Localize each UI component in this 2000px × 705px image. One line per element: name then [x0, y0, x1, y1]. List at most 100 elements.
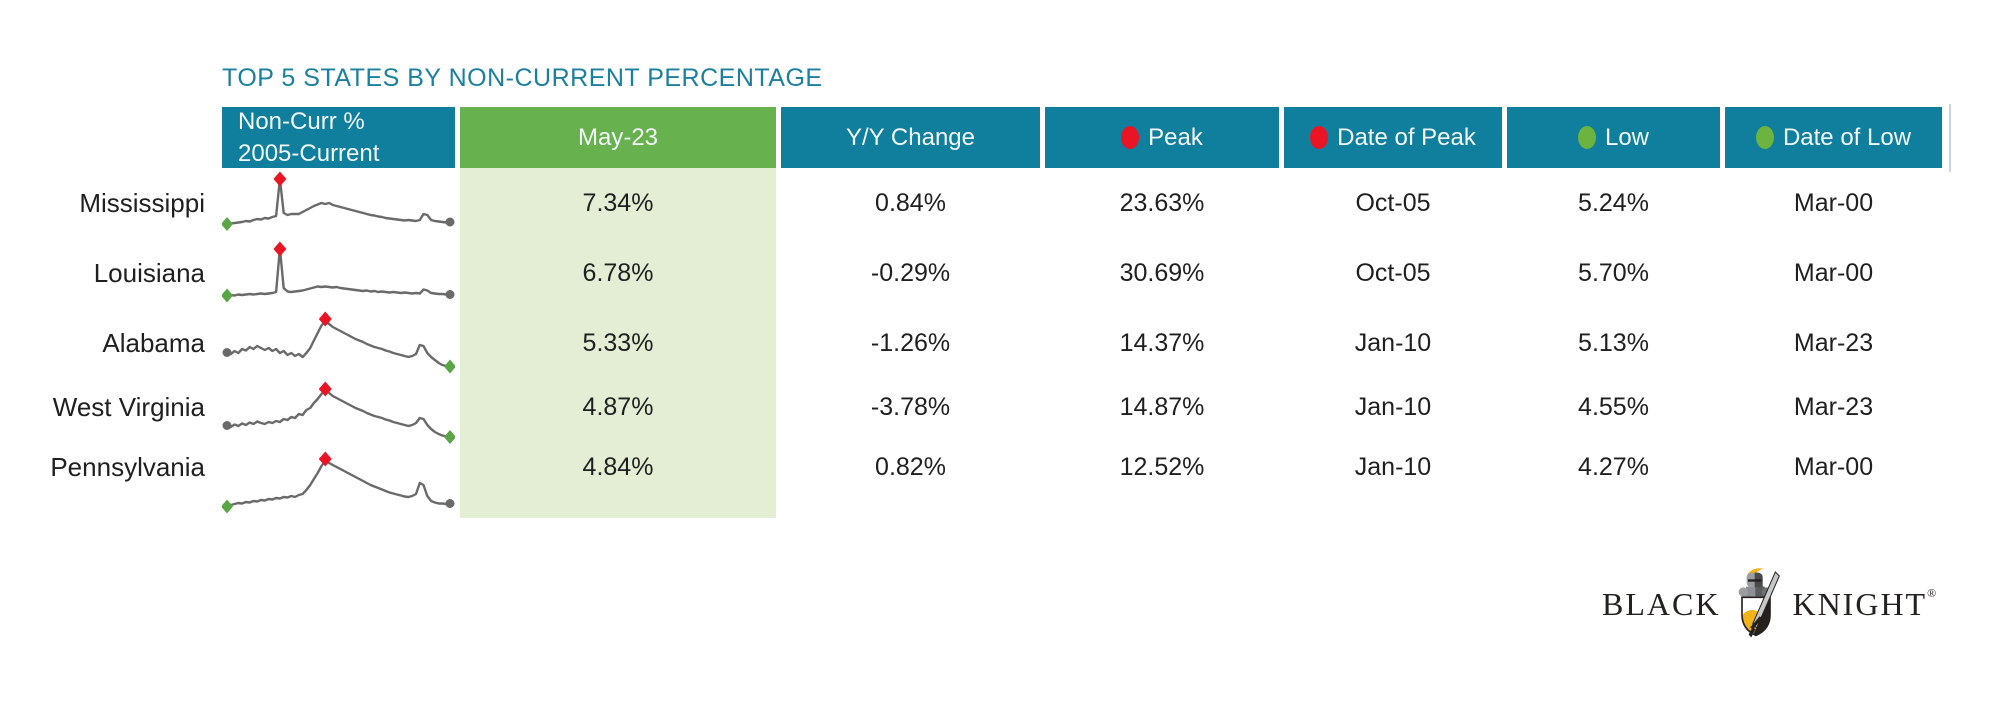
state-name: Pennsylvania — [50, 451, 205, 482]
sparkline-chart — [222, 311, 455, 375]
value-date-of-low: Mar-23 — [1793, 392, 1874, 421]
value-date-of-peak: Jan-10 — [1354, 452, 1432, 481]
value-low: 5.13% — [1578, 328, 1649, 357]
header-spacer — [0, 107, 217, 168]
value-date-of-low: Mar-00 — [1793, 452, 1874, 481]
column-header-date-of-low-label: Date of Low — [1782, 123, 1912, 151]
knight-icon — [1726, 565, 1786, 643]
value-yy-change: 0.82% — [875, 452, 946, 481]
row-label-mississippi: Mississippi — [0, 168, 217, 238]
cell-peak: 14.87% — [1045, 378, 1279, 448]
red-dot-icon — [1121, 126, 1140, 149]
cell-date-of-peak: Jan-10 — [1284, 448, 1502, 518]
column-header-low-label: Low — [1604, 123, 1650, 151]
cell-date-of-low: Mar-00 — [1725, 238, 1942, 308]
cell-yy-change: -0.29% — [781, 238, 1040, 308]
cell-date-of-low: Mar-23 — [1725, 308, 1942, 378]
value-peak: 23.63% — [1119, 188, 1205, 217]
row-label-louisiana: Louisiana — [0, 238, 217, 308]
cell-may23: 7.34% — [460, 168, 776, 238]
column-header-noncurr: Non-Curr % 2005-Current — [222, 107, 455, 168]
value-may23: 6.78% — [582, 258, 654, 287]
value-date-of-low: Mar-00 — [1793, 188, 1874, 217]
column-header-date-of-peak: Date of Peak — [1284, 107, 1502, 168]
sparkline-chart — [222, 381, 455, 445]
column-header-yy-change-label: Y/Y Change — [846, 123, 975, 151]
row-label-west-virginia: West Virginia — [0, 378, 217, 448]
cell-low: 4.27% — [1507, 448, 1720, 518]
black-knight-logo: BLACK — [1602, 556, 1936, 652]
cell-may23: 6.78% — [460, 238, 776, 308]
cell-may23: 5.33% — [460, 308, 776, 378]
column-header-peak: Peak — [1045, 107, 1279, 168]
cell-low: 5.70% — [1507, 238, 1720, 308]
cell-peak: 30.69% — [1045, 238, 1279, 308]
value-date-of-peak: Jan-10 — [1354, 392, 1432, 421]
value-may23: 4.84% — [582, 452, 654, 481]
state-name: West Virginia — [52, 391, 205, 422]
value-peak: 14.37% — [1119, 328, 1205, 357]
column-header-date-of-peak-label: Date of Peak — [1337, 123, 1476, 151]
cell-yy-change: 0.82% — [781, 448, 1040, 518]
cell-peak: 14.37% — [1045, 308, 1279, 378]
cell-may23: 4.84% — [460, 448, 776, 518]
value-may23: 7.34% — [582, 188, 654, 217]
value-low: 5.24% — [1578, 188, 1649, 217]
column-header-low: Low — [1507, 107, 1720, 168]
value-date-of-low: Mar-00 — [1793, 258, 1874, 287]
top5-states-table: Non-Curr % 2005-Current May-23 Y/Y Chang… — [0, 107, 1942, 518]
value-low: 4.27% — [1578, 452, 1649, 481]
value-date-of-peak: Oct-05 — [1355, 258, 1431, 287]
logo-black-text: BLACK — [1602, 585, 1721, 622]
value-yy-change: -3.78% — [870, 392, 951, 421]
cell-peak: 23.63% — [1045, 168, 1279, 238]
table-right-edge-line — [1949, 104, 1951, 172]
value-peak: 14.87% — [1119, 392, 1205, 421]
value-low: 5.70% — [1578, 258, 1649, 287]
sparkline-west-virginia — [222, 378, 455, 448]
sparkline-chart — [222, 241, 455, 305]
cell-low: 5.13% — [1507, 308, 1720, 378]
column-header-peak-label: Peak — [1148, 123, 1203, 151]
cell-yy-change: -1.26% — [781, 308, 1040, 378]
value-date-of-peak: Oct-05 — [1355, 188, 1431, 217]
cell-low: 5.24% — [1507, 168, 1720, 238]
column-header-may23: May-23 — [460, 107, 776, 168]
sparkline-chart — [222, 451, 455, 515]
cell-yy-change: -3.78% — [781, 378, 1040, 448]
sparkline-pennsylvania — [222, 448, 455, 518]
logo-knight-text: KNIGHT® — [1792, 586, 1936, 623]
cell-date-of-peak: Jan-10 — [1284, 378, 1502, 448]
row-label-alabama: Alabama — [0, 308, 217, 378]
value-may23: 4.87% — [582, 392, 654, 421]
cell-date-of-low: Mar-23 — [1725, 378, 1942, 448]
red-dot-icon — [1310, 126, 1329, 149]
column-header-date-of-low: Date of Low — [1725, 107, 1942, 168]
cell-date-of-low: Mar-00 — [1725, 448, 1942, 518]
value-low: 4.55% — [1578, 392, 1649, 421]
cell-date-of-peak: Oct-05 — [1284, 168, 1502, 238]
value-yy-change: 0.84% — [875, 188, 946, 217]
page-title: TOP 5 STATES BY NON-CURRENT PERCENTAGE — [222, 64, 823, 92]
column-header-may23-label: May-23 — [577, 123, 659, 151]
value-may23: 5.33% — [582, 328, 654, 357]
cell-date-of-low: Mar-00 — [1725, 168, 1942, 238]
value-yy-change: -0.29% — [870, 258, 951, 287]
state-name: Louisiana — [93, 257, 205, 288]
cell-low: 4.55% — [1507, 378, 1720, 448]
state-name: Mississippi — [79, 187, 205, 218]
column-header-noncurr-line1: Non-Curr % — [238, 107, 365, 135]
cell-date-of-peak: Jan-10 — [1284, 308, 1502, 378]
cell-date-of-peak: Oct-05 — [1284, 238, 1502, 308]
value-peak: 12.52% — [1119, 452, 1205, 481]
column-header-noncurr-line2: 2005-Current — [238, 139, 380, 167]
logo-knight-word: KNIGHT — [1792, 585, 1928, 622]
value-peak: 30.69% — [1119, 258, 1205, 287]
value-date-of-peak: Jan-10 — [1354, 328, 1432, 357]
cell-may23: 4.87% — [460, 378, 776, 448]
column-header-yy-change: Y/Y Change — [781, 107, 1040, 168]
cell-yy-change: 0.84% — [781, 168, 1040, 238]
state-name: Alabama — [102, 327, 205, 358]
sparkline-chart — [222, 171, 455, 235]
